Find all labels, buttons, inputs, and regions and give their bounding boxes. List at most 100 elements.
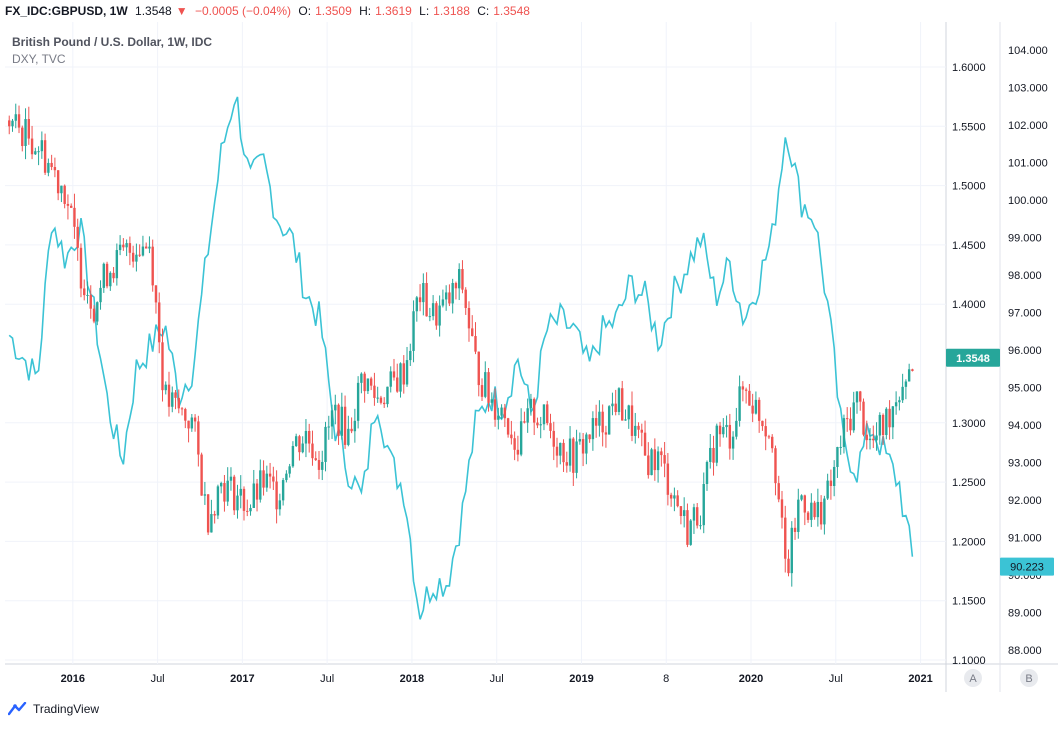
gbpusd-candle[interactable]: [810, 502, 813, 520]
gbpusd-candle[interactable]: [784, 517, 787, 559]
gbpusd-candle[interactable]: [624, 419, 627, 421]
gbpusd-candle[interactable]: [425, 283, 428, 317]
gbpusd-candle[interactable]: [493, 399, 497, 420]
gbpusd-candle[interactable]: [477, 351, 480, 386]
gbpusd-candle[interactable]: [699, 525, 702, 527]
gbpusd-candle[interactable]: [356, 382, 360, 421]
gbpusd-candle[interactable]: [594, 418, 598, 426]
gbpusd-candle[interactable]: [288, 466, 291, 474]
gbpusd-candle[interactable]: [598, 411, 601, 426]
gbpusd-candle[interactable]: [777, 483, 780, 500]
gbpusd-candle[interactable]: [457, 269, 461, 289]
gbpusd-candle[interactable]: [536, 422, 539, 426]
gbpusd-candle[interactable]: [386, 386, 389, 405]
gbpusd-candle[interactable]: [203, 494, 207, 496]
gbpusd-candle[interactable]: [105, 263, 109, 287]
gbpusd-candle[interactable]: [422, 283, 425, 303]
gbpusd-candle[interactable]: [800, 495, 803, 500]
gbpusd-candle[interactable]: [239, 488, 242, 496]
axis-b-button[interactable]: [1020, 669, 1038, 687]
gbpusd-candle[interactable]: [480, 385, 484, 397]
gbpusd-candle[interactable]: [526, 408, 529, 423]
gbpusd-candle[interactable]: [761, 420, 764, 427]
gbpusd-candle[interactable]: [904, 381, 908, 387]
gbpusd-candle[interactable]: [327, 426, 330, 428]
gbpusd-candle[interactable]: [360, 373, 363, 383]
gbpusd-candle[interactable]: [60, 185, 63, 194]
gbpusd-candle[interactable]: [859, 391, 862, 402]
axis-a-button[interactable]: [964, 669, 982, 687]
gbpusd-candle[interactable]: [607, 406, 611, 435]
gbpusd-candle[interactable]: [135, 254, 138, 262]
gbpusd-candle[interactable]: [43, 140, 47, 173]
gbpusd-candle[interactable]: [294, 436, 298, 447]
gbpusd-candle[interactable]: [242, 488, 246, 511]
gbpusd-candle[interactable]: [575, 441, 578, 473]
gbpusd-candle[interactable]: [83, 288, 86, 296]
gbpusd-candle[interactable]: [262, 470, 265, 488]
gbpusd-candle[interactable]: [197, 421, 200, 455]
gbpusd-candle[interactable]: [673, 495, 676, 499]
legend-compare-series[interactable]: DXY, TVC: [12, 52, 66, 66]
gbpusd-candle[interactable]: [751, 405, 754, 414]
gbpusd-candle[interactable]: [415, 297, 419, 312]
gbpusd-candle[interactable]: [894, 402, 898, 407]
gbpusd-candle[interactable]: [689, 520, 692, 545]
gbpusd-candle[interactable]: [125, 243, 128, 248]
gbpusd-candle[interactable]: [484, 372, 487, 397]
gbpusd-candle[interactable]: [399, 363, 402, 392]
chart-area[interactable]: 1.6000 1.5500 1.5000 1.4500 1.4000 1.3000 1.25…: [0, 22, 1064, 692]
axis-a-button-label[interactable]: A: [969, 673, 977, 685]
gbpusd-candle[interactable]: [487, 372, 490, 403]
gbpusd-candle[interactable]: [92, 308, 96, 322]
gbpusd-candle[interactable]: [806, 512, 810, 520]
gbpusd-candle[interactable]: [177, 397, 180, 409]
gbpusd-candle[interactable]: [660, 451, 663, 456]
gbpusd-candle[interactable]: [614, 403, 617, 412]
gbpusd-candle[interactable]: [617, 388, 621, 412]
gbpusd-candle[interactable]: [343, 406, 347, 445]
gbpusd-candle[interactable]: [37, 151, 40, 153]
gbpusd-candle[interactable]: [428, 316, 432, 318]
gbpusd-candle[interactable]: [559, 442, 562, 456]
gbpusd-candle[interactable]: [76, 226, 79, 248]
gbpusd-candle[interactable]: [663, 455, 666, 464]
gbpusd-candle[interactable]: [259, 470, 262, 500]
gbpusd-candle[interactable]: [826, 480, 829, 499]
gbpusd-candle[interactable]: [666, 463, 670, 495]
gbpusd-candle[interactable]: [653, 449, 657, 471]
gbpusd-candle[interactable]: [793, 527, 797, 532]
gbpusd-candle[interactable]: [627, 405, 630, 420]
gbpusd-candle[interactable]: [96, 302, 99, 322]
gbpusd-candle[interactable]: [164, 384, 167, 391]
gbpusd-candle[interactable]: [588, 434, 591, 440]
gbpusd-candle[interactable]: [731, 436, 735, 449]
gbpusd-candle[interactable]: [353, 420, 357, 432]
gbpusd-candle[interactable]: [819, 501, 823, 525]
gbpusd-candle[interactable]: [376, 397, 379, 399]
gbpusd-candle[interactable]: [611, 403, 614, 407]
gbpusd-candle[interactable]: [167, 384, 171, 407]
gbpusd-candle[interactable]: [131, 252, 135, 262]
gbpusd-candle[interactable]: [506, 418, 510, 435]
gbpusd-candle[interactable]: [823, 498, 826, 525]
gbpusd-candle[interactable]: [601, 411, 604, 433]
gbpusd-candle[interactable]: [233, 476, 236, 511]
gbpusd-candle[interactable]: [718, 425, 722, 435]
gbpusd-candle[interactable]: [542, 404, 546, 425]
gbpusd-candle[interactable]: [868, 438, 872, 441]
price-chart[interactable]: 1.6000 1.5500 1.5000 1.4500 1.4000 1.3000 1.25…: [0, 22, 1064, 692]
gbpusd-candle[interactable]: [728, 424, 732, 449]
gbpusd-candle[interactable]: [219, 483, 223, 487]
gbpusd-candle[interactable]: [748, 390, 751, 406]
gbpusd-candle[interactable]: [565, 462, 568, 466]
gbpusd-candle[interactable]: [529, 398, 533, 409]
gbpusd-candle[interactable]: [187, 420, 190, 429]
gbpusd-candle[interactable]: [321, 461, 324, 470]
gbpusd-candle[interactable]: [643, 432, 647, 456]
gbpusd-candle[interactable]: [383, 402, 386, 405]
gbpusd-candle[interactable]: [738, 386, 741, 421]
gbpusd-candle[interactable]: [725, 424, 728, 428]
gbpusd-candle[interactable]: [301, 443, 304, 453]
gbpusd-candle[interactable]: [409, 350, 412, 361]
